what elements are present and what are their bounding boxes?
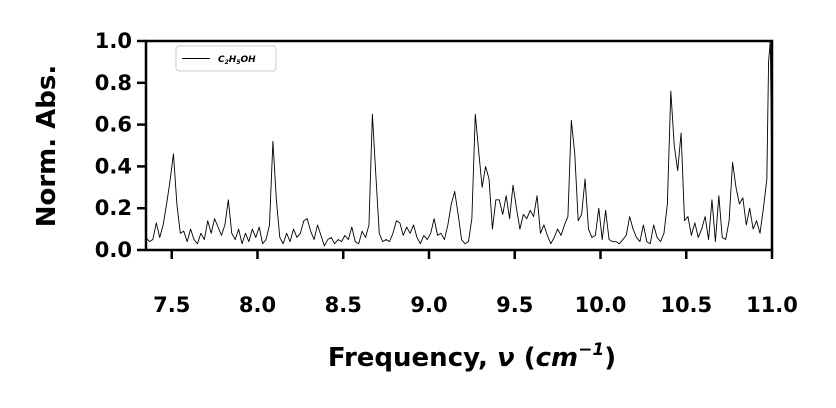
y-tick-label: 0.6 <box>95 113 132 137</box>
x-tick-label: 10.5 <box>660 293 712 317</box>
legend-box <box>175 45 277 72</box>
legend-label: C2H5OH <box>218 55 256 66</box>
series-line-c2h5oh <box>145 40 773 247</box>
x-tick-label: 11.0 <box>746 293 798 317</box>
y-tick-label: 1.0 <box>95 29 132 53</box>
x-tick-label: 8.0 <box>239 293 276 317</box>
plot-frame <box>144 39 774 252</box>
x-tick-label: 8.5 <box>325 293 362 317</box>
y-axis-title: Norm. Abs. <box>32 65 62 228</box>
y-axis: 0.0 0.2 0.4 0.6 0.8 1.0 <box>95 29 146 262</box>
x-axis: 7.5 8.0 8.5 9.0 9.5 10.0 10.5 11.0 <box>153 250 798 317</box>
y-tick-label: 0.4 <box>95 154 132 178</box>
x-tick-label: 9.0 <box>410 293 447 317</box>
y-tick-label: 0.0 <box>95 238 132 262</box>
plot-area <box>144 39 774 252</box>
y-tick-label: 0.8 <box>95 71 132 95</box>
x-tick-label: 10.0 <box>575 293 627 317</box>
x-tick-label: 9.5 <box>496 293 533 317</box>
x-tick-label: 7.5 <box>153 293 190 317</box>
x-axis-title: Frequency, ν (cm−1) <box>328 340 616 373</box>
legend: C2H5OH <box>175 45 277 72</box>
y-tick-label: 0.2 <box>95 196 132 220</box>
